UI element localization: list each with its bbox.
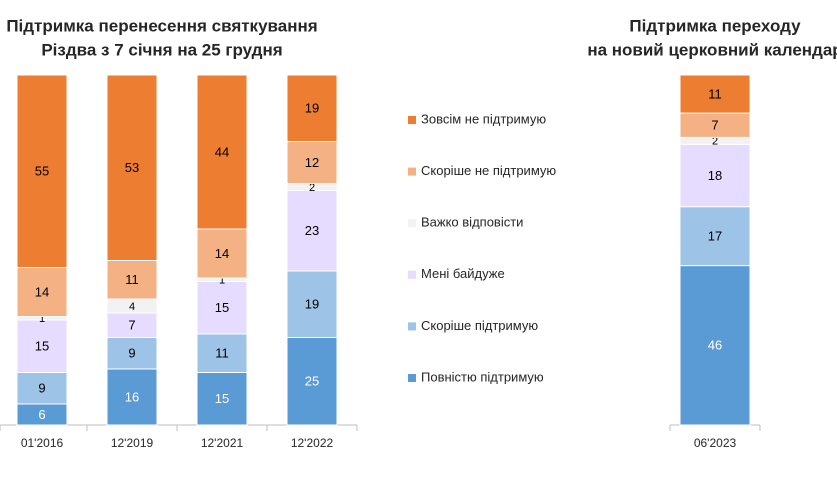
bar-segment <box>16 319 68 373</box>
bar-segment <box>679 143 751 208</box>
value-label: 11 <box>125 272 139 287</box>
value-label: 7 <box>711 118 718 133</box>
x-tick-label: 12'2021 <box>201 436 244 450</box>
x-tick-label: 01'2016 <box>21 436 64 450</box>
legend-label: Мені байдуже <box>421 266 505 281</box>
value-label: 55 <box>35 164 49 179</box>
legend-label: Повністю підтримую <box>421 369 544 384</box>
value-label: 2 <box>712 136 718 148</box>
legend-swatch <box>408 219 416 228</box>
value-label: 53 <box>125 160 139 175</box>
value-label: 12 <box>305 155 319 170</box>
bar-segment <box>196 372 248 426</box>
value-label: 19 <box>305 297 319 312</box>
value-label: 15 <box>215 391 229 406</box>
bar-segment <box>196 333 248 373</box>
value-label: 15 <box>35 339 49 354</box>
value-label: 7 <box>128 318 135 333</box>
bar-segment <box>286 190 338 272</box>
legend-label: Важко відповісти <box>421 215 523 230</box>
bar-segment <box>286 270 338 338</box>
bar-segment <box>196 74 248 230</box>
chart-title: Різдва з 7 січня на 25 грудня <box>41 40 282 59</box>
legend-swatch <box>408 322 416 331</box>
value-label: 17 <box>708 229 722 244</box>
bar-segment <box>16 267 68 317</box>
value-label: 44 <box>215 144 229 159</box>
bar-segment <box>679 74 751 114</box>
bar-segment <box>286 74 338 142</box>
bar-segment <box>106 74 158 261</box>
value-label: 18 <box>708 168 722 183</box>
bar-segment <box>679 265 751 426</box>
value-label: 6 <box>38 407 45 422</box>
legend-label: Зовсім не підтримую <box>421 111 546 126</box>
value-label: 1 <box>39 313 45 325</box>
legend-swatch <box>408 270 416 279</box>
value-label: 9 <box>128 346 135 361</box>
bar-segment <box>16 74 68 268</box>
value-label: 14 <box>35 284 49 299</box>
x-tick-label: 12'2022 <box>291 436 334 450</box>
x-tick-label: 12'2019 <box>111 436 154 450</box>
legend-swatch <box>408 374 416 382</box>
legend-swatch <box>408 116 416 124</box>
value-label: 4 <box>129 301 135 313</box>
legend-label: Скоріше не підтримую <box>421 163 556 178</box>
bar-segment <box>196 281 248 335</box>
bar-segment <box>16 372 68 405</box>
value-label: 16 <box>125 389 139 404</box>
chart-title: Підтримка перенесення святкування <box>6 16 317 35</box>
bar-segment <box>106 260 158 300</box>
legend-label: Скоріше підтримую <box>421 318 538 333</box>
value-label: 19 <box>305 101 319 116</box>
value-label: 11 <box>708 86 722 101</box>
value-label: 1 <box>219 275 225 287</box>
chart-title: на новий церковний календар <box>587 40 837 59</box>
bar-segment <box>196 228 248 279</box>
value-label: 46 <box>708 338 722 353</box>
bar-segment <box>106 337 158 370</box>
value-label: 23 <box>305 223 319 238</box>
bar-segment <box>679 112 751 138</box>
value-label: 11 <box>215 346 229 361</box>
value-label: 9 <box>38 381 45 396</box>
value-label: 14 <box>215 246 229 261</box>
value-label: 15 <box>215 300 229 315</box>
legend-swatch <box>408 167 416 176</box>
x-tick-label: 06'2023 <box>694 436 737 450</box>
value-label: 2 <box>309 182 315 194</box>
value-label: 25 <box>305 374 319 389</box>
chart-title: Підтримка переходу <box>629 16 801 35</box>
bar-segment <box>286 141 338 184</box>
bar-segment <box>286 337 338 426</box>
